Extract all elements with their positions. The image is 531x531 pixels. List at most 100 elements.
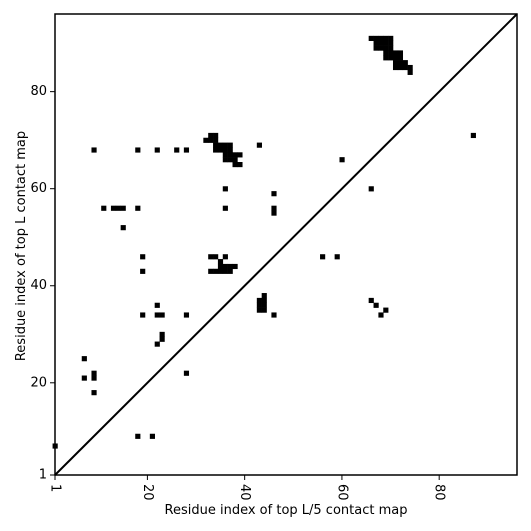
contact-point-top-l — [120, 205, 126, 211]
contact-point-top-l5 — [256, 302, 262, 308]
contact-point-top-l5 — [383, 40, 389, 46]
y-tick-label: 1 — [39, 468, 47, 483]
contact-point-top-l5 — [388, 45, 394, 51]
x-tick-label: 80 — [432, 484, 447, 501]
contact-point-top-l5 — [334, 254, 340, 260]
contact-point-top-l5 — [392, 55, 399, 61]
x-axis-ticks: 1 20 40 60 80 — [48, 475, 447, 501]
contact-point-top-l5 — [383, 50, 389, 56]
contact-point-top-l — [183, 147, 190, 153]
contact-markers — [52, 35, 476, 449]
contact-point-top-l5 — [320, 254, 326, 260]
contact-point-top-l — [115, 205, 121, 211]
contact-point-top-l5 — [378, 35, 384, 41]
contact-point-top-l — [208, 268, 214, 274]
contact-point-top-l5 — [368, 297, 374, 304]
y-tick-label: 80 — [30, 84, 47, 99]
contact-point-top-l — [217, 142, 224, 148]
contact-point-top-l — [256, 142, 262, 148]
x-tick-label: 20 — [140, 484, 155, 501]
contact-point-top-l5 — [383, 55, 389, 61]
contact-point-top-l5 — [378, 312, 384, 318]
contact-point-top-l5 — [402, 64, 408, 71]
contact-point-top-l — [183, 312, 190, 318]
contact-point-top-l — [227, 147, 233, 153]
contact-point-top-l — [135, 147, 141, 153]
contact-point-top-l5 — [261, 297, 267, 304]
contact-point-top-l5 — [256, 307, 262, 313]
contact-point-top-l — [120, 225, 126, 231]
contact-point-top-l5 — [402, 60, 408, 66]
contact-point-top-l5 — [339, 157, 345, 163]
contact-point-top-l5 — [388, 35, 394, 41]
contact-point-top-l5 — [373, 40, 379, 46]
contact-point-top-l5 — [368, 186, 374, 192]
contact-point-top-l — [213, 254, 219, 260]
contact-point-top-l — [237, 162, 243, 168]
contact-point-top-l — [213, 147, 219, 153]
y-tick-label: 40 — [30, 278, 47, 293]
contact-point-top-l5 — [368, 35, 374, 41]
contact-point-top-l — [222, 147, 228, 153]
contact-point-top-l5 — [373, 35, 379, 41]
contact-point-top-l — [227, 263, 233, 270]
x-tick-label: 40 — [237, 484, 252, 501]
contact-point-top-l5 — [383, 45, 389, 51]
x-tick-label: 1 — [48, 484, 63, 492]
contact-point-top-l — [208, 254, 214, 260]
contact-point-top-l — [222, 254, 228, 260]
contact-point-top-l — [213, 142, 219, 148]
contact-point-top-l — [222, 268, 228, 274]
contact-point-top-l — [227, 268, 233, 274]
contact-point-top-l — [91, 370, 97, 376]
contact-point-top-l5 — [261, 302, 267, 308]
x-tick-label: 60 — [334, 484, 349, 501]
contact-point-top-l — [217, 147, 224, 153]
contact-point-top-l5 — [261, 293, 267, 299]
contact-point-top-l5 — [397, 55, 404, 61]
contact-point-top-l — [222, 205, 228, 211]
contact-point-top-l — [213, 132, 219, 139]
contact-point-top-l — [232, 162, 238, 168]
contact-point-top-l5 — [373, 45, 379, 51]
contact-point-top-l — [232, 263, 238, 270]
contact-point-top-l — [91, 375, 97, 381]
plot-frame — [54, 13, 518, 476]
contact-point-top-l5 — [388, 55, 394, 61]
contact-point-top-l — [135, 433, 141, 439]
contact-point-top-l — [222, 142, 228, 148]
contact-point-top-l — [217, 263, 224, 270]
contact-point-top-l5 — [383, 307, 389, 313]
contact-point-top-l5 — [271, 210, 277, 216]
contact-point-top-l — [135, 205, 141, 211]
contact-point-top-l — [91, 147, 97, 153]
contact-point-top-l5 — [388, 50, 394, 56]
contact-point-top-l5 — [470, 132, 476, 139]
contact-point-top-l5 — [397, 50, 404, 56]
contact-point-top-l5 — [407, 69, 413, 75]
contact-point-top-l — [203, 137, 209, 143]
contact-point-top-l — [91, 390, 97, 396]
diagonal-line — [54, 13, 518, 476]
contact-point-top-l5 — [392, 50, 399, 56]
contact-point-top-l — [154, 341, 160, 347]
contact-point-top-l — [222, 186, 228, 192]
contact-point-top-l — [217, 268, 224, 274]
contact-point-top-l — [81, 375, 87, 381]
contact-point-top-l — [208, 137, 214, 143]
contact-point-top-l5 — [271, 205, 277, 211]
contact-point-top-l — [81, 356, 87, 362]
contact-point-top-l5 — [388, 40, 394, 46]
contact-point-top-l — [213, 268, 219, 274]
contact-point-top-l — [101, 205, 107, 211]
y-tick-label: 20 — [30, 375, 47, 390]
y-tick-label: 60 — [30, 181, 47, 196]
contact-point-top-l — [159, 331, 165, 337]
contact-point-top-l — [154, 312, 160, 318]
contact-point-top-l — [159, 312, 165, 318]
contact-point-top-l — [208, 132, 214, 139]
contact-point-top-l — [227, 152, 233, 158]
contact-point-top-l5 — [271, 191, 277, 197]
contact-point-top-l — [217, 259, 224, 265]
